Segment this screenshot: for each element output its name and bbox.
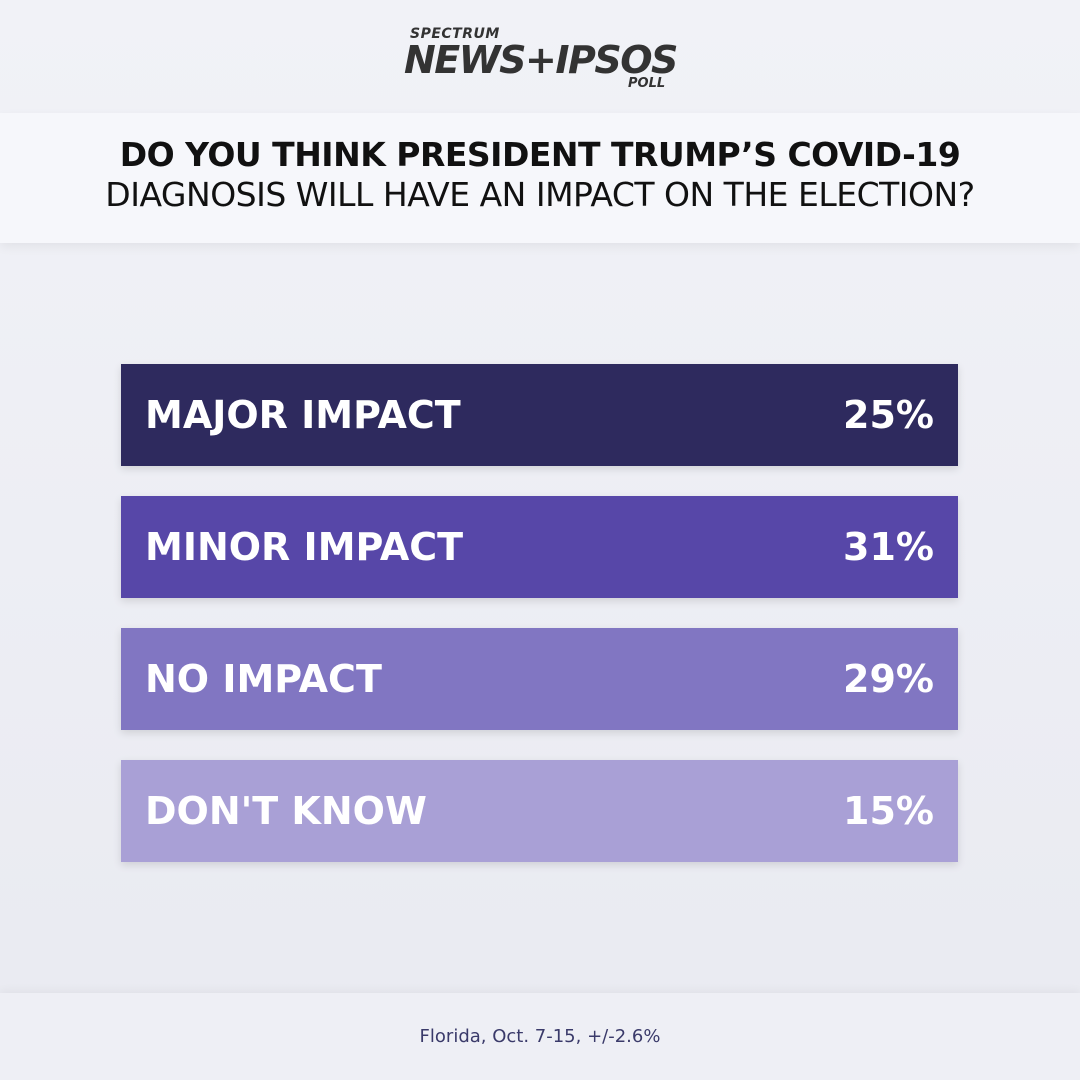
option-percent: 31%	[843, 525, 934, 569]
question-line: DIAGNOSIS WILL HAVE AN IMPACT ON THE ELE…	[105, 175, 975, 214]
option-label: NO IMPACT	[145, 657, 382, 701]
option-percent: 25%	[843, 393, 934, 437]
option-label: DON'T KNOW	[145, 789, 427, 833]
option-bar: MAJOR IMPACT 25%	[121, 364, 958, 466]
footer-band	[0, 993, 1080, 1080]
logo-main: NEWS+IPSOS	[404, 38, 678, 82]
logo-top: SPECTRUM	[410, 26, 500, 42]
option-bar: NO IMPACT 29%	[121, 628, 958, 730]
option-percent: 15%	[843, 789, 934, 833]
footer: Florida, Oct. 7-15, +/-2.6%	[419, 1026, 661, 1047]
option-percent: 29%	[843, 657, 934, 701]
logo-bottom: POLL	[628, 76, 666, 91]
option-bar: MINOR IMPACT 31%	[121, 496, 958, 598]
option-label: MAJOR IMPACT	[145, 393, 461, 437]
question-line: DO YOU THINK PRESIDENT TRUMP’S COVID-19	[119, 135, 961, 174]
option-label: MINOR IMPACT	[145, 525, 464, 569]
header-band	[0, 113, 1080, 243]
option-bar: DON'T KNOW 15%	[121, 760, 958, 862]
